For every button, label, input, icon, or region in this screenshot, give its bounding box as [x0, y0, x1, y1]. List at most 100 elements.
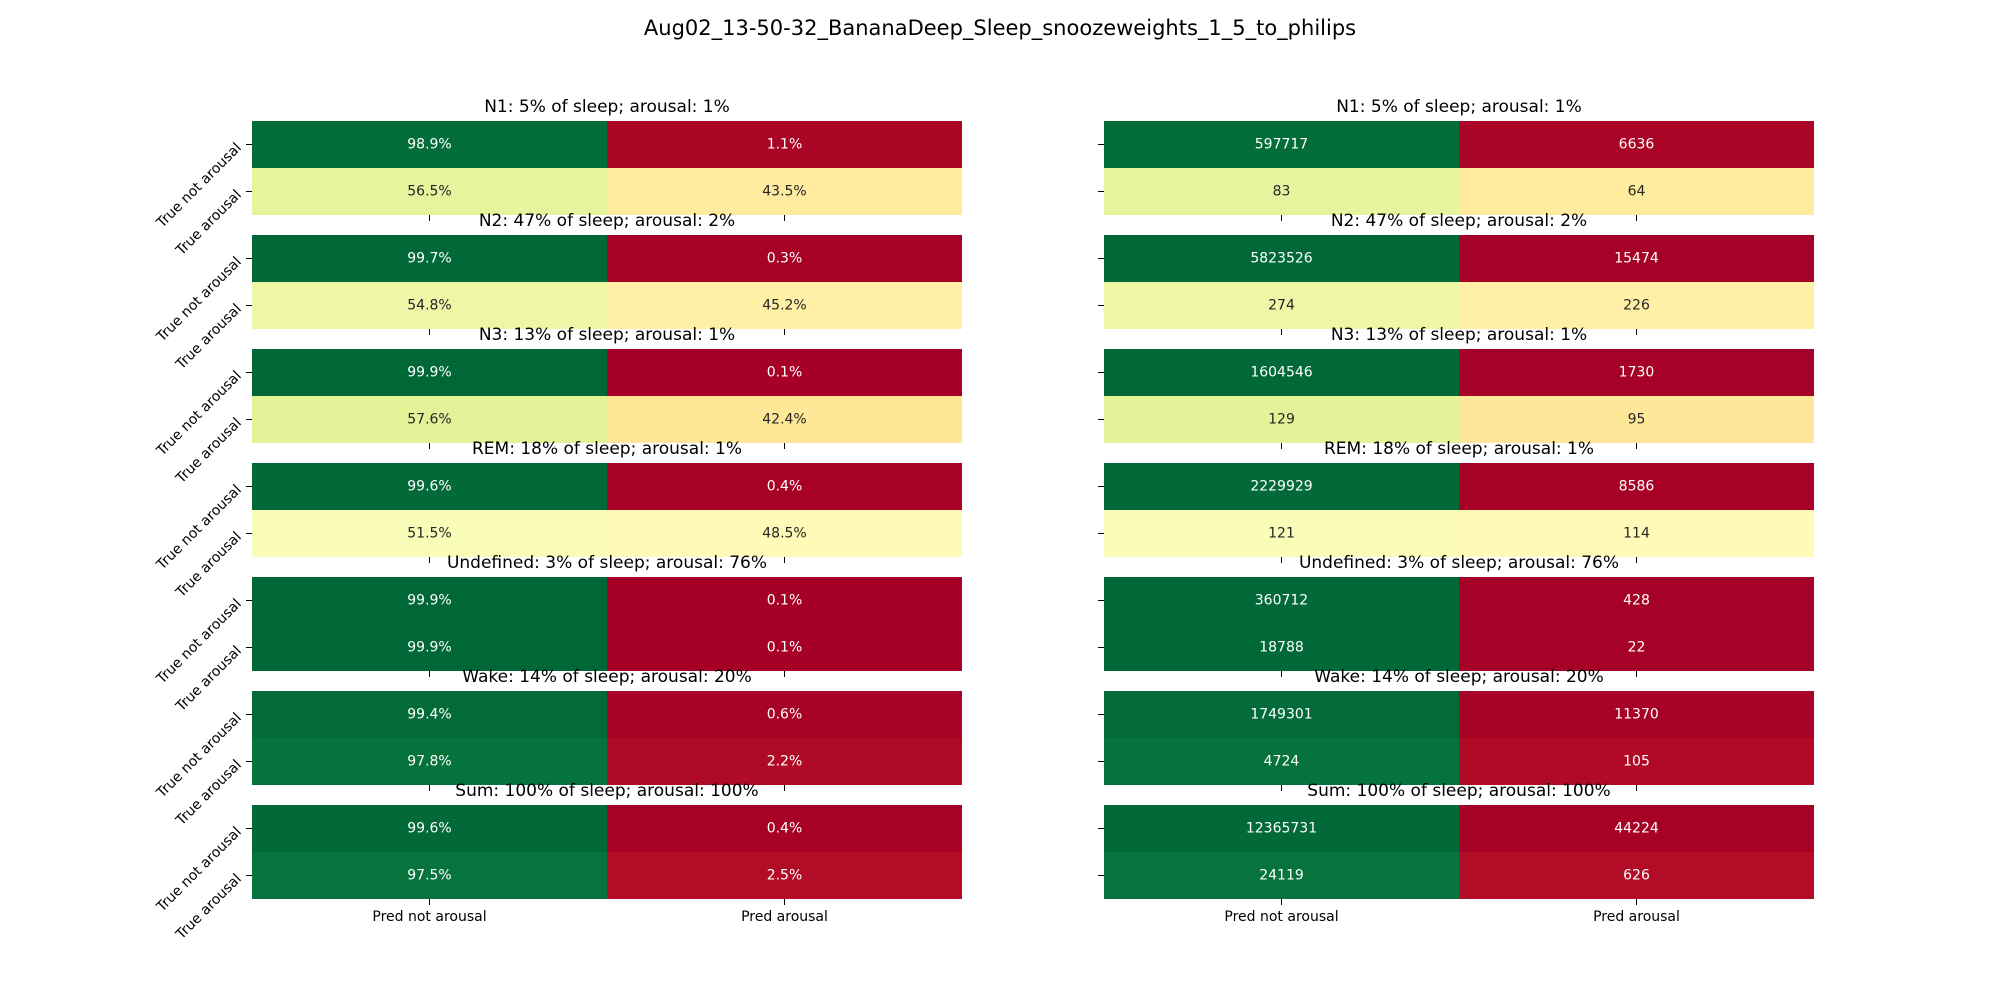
- cell-value-label: 48.5%: [762, 526, 806, 542]
- heatmap-cell: [1104, 396, 1459, 443]
- cell-value-label: 129: [1268, 412, 1295, 428]
- heatmap-cell: [252, 577, 607, 624]
- cell-value-label: 44224: [1614, 821, 1659, 837]
- heatmap-counts-2: 1604546 1730 129 95 N3: 13% of sleep; arousa…: [1098, 325, 1814, 449]
- heatmap-counts-0: 597717 6636 83 64 N1: 5% of sleep; arousal: …: [1098, 97, 1814, 221]
- x-tick-label: Pred arousal: [741, 909, 828, 925]
- cell-value-label: 0.1%: [767, 593, 803, 609]
- cell-value-label: 1604546: [1250, 365, 1312, 381]
- heatmap-cell: [607, 624, 962, 671]
- cell-value-label: 99.6%: [407, 479, 451, 495]
- heatmap-cell: [1459, 235, 1814, 282]
- heatmap-cell: [1459, 168, 1814, 215]
- heatmap-cell: [607, 738, 962, 785]
- cell-value-label: 6636: [1619, 137, 1655, 153]
- cell-value-label: 2.5%: [767, 868, 803, 884]
- cell-value-label: 597717: [1255, 137, 1308, 153]
- cell-value-label: 11370: [1614, 707, 1659, 723]
- heatmap-cell: [607, 349, 962, 396]
- heatmap-cell: [1459, 510, 1814, 557]
- heatmap-cell: [607, 235, 962, 282]
- cell-value-label: 226: [1623, 298, 1650, 314]
- y-tick-label: True not arousal: [153, 482, 245, 574]
- panel-title: Wake: 14% of sleep; arousal: 20%: [1314, 667, 1604, 687]
- cell-value-label: 83: [1273, 184, 1291, 200]
- heatmap-cell: [607, 691, 962, 738]
- cell-value-label: 99.7%: [407, 251, 451, 267]
- panel-title: Sum: 100% of sleep; arousal: 100%: [1307, 781, 1610, 801]
- heatmap-counts-1: 5823526 15474 274 226 N2: 47% of sleep; arou…: [1098, 211, 1814, 335]
- heatmap-cell: [1459, 691, 1814, 738]
- cell-value-label: 105: [1623, 754, 1650, 770]
- cell-value-label: 626: [1623, 868, 1650, 884]
- heatmap-cell: [1459, 396, 1814, 443]
- cell-value-label: 0.6%: [767, 707, 803, 723]
- heatmap-cell: [1104, 624, 1459, 671]
- cell-value-label: 22: [1628, 640, 1646, 656]
- heatmap-cell: [252, 624, 607, 671]
- x-tick-label: Pred not arousal: [1224, 909, 1338, 925]
- cell-value-label: 121: [1268, 526, 1295, 542]
- cell-value-label: 5823526: [1250, 251, 1312, 267]
- cell-value-label: 0.1%: [767, 640, 803, 656]
- cell-value-label: 97.8%: [407, 754, 451, 770]
- y-tick-label: True not arousal: [153, 254, 245, 346]
- heatmap-cell: [252, 805, 607, 852]
- cell-value-label: 42.4%: [762, 412, 806, 428]
- cell-value-label: 56.5%: [407, 184, 451, 200]
- heatmap-cell: [607, 463, 962, 510]
- panel-title: N1: 5% of sleep; arousal: 1%: [1336, 97, 1582, 117]
- cell-value-label: 8586: [1619, 479, 1655, 495]
- cell-value-label: 97.5%: [407, 868, 451, 884]
- cell-value-label: 1730: [1619, 365, 1655, 381]
- cell-value-label: 4724: [1264, 754, 1300, 770]
- x-tick-label: Pred arousal: [1593, 909, 1680, 925]
- cell-value-label: 428: [1623, 593, 1650, 609]
- cell-value-label: 18788: [1259, 640, 1304, 656]
- heatmap-cell: [1459, 282, 1814, 329]
- cell-value-label: 99.9%: [407, 593, 451, 609]
- cell-value-label: 45.2%: [762, 298, 806, 314]
- cell-value-label: 57.6%: [407, 412, 451, 428]
- heatmap-cell: [252, 691, 607, 738]
- panel-title: N2: 47% of sleep; arousal: 2%: [479, 211, 735, 231]
- heatmap-cell: [1104, 282, 1459, 329]
- heatmap-cell: [252, 463, 607, 510]
- panel-title: N2: 47% of sleep; arousal: 2%: [1331, 211, 1587, 231]
- cell-value-label: 12365731: [1246, 821, 1317, 837]
- heatmap-cell: [1104, 510, 1459, 557]
- panel-title: N3: 13% of sleep; arousal: 1%: [1331, 325, 1587, 345]
- heatmap-cell: [607, 510, 962, 557]
- heatmap-cell: [607, 121, 962, 168]
- heatmap-counts-4: 360712 428 18788 22 Undefined: 3% of sleep; …: [1098, 553, 1814, 677]
- heatmap-cell: [1459, 805, 1814, 852]
- heatmap-cell: [1459, 577, 1814, 624]
- heatmap-cell: [1104, 738, 1459, 785]
- heatmap-cell: [1459, 624, 1814, 671]
- cell-value-label: 99.9%: [407, 365, 451, 381]
- heatmap-cell: [1104, 852, 1459, 899]
- heatmap-cell: [252, 396, 607, 443]
- heatmap-cell: [252, 121, 607, 168]
- cell-value-label: 0.4%: [767, 821, 803, 837]
- heatmap-cell: [1104, 349, 1459, 396]
- cell-value-label: 1749301: [1250, 707, 1312, 723]
- heatmap-grid: 98.9% 1.1% 56.5% 43.5% N1: 5% of sleep; arou…: [153, 97, 1814, 943]
- heatmap-counts-3: 2229929 8586 121 114 REM: 18% of sleep; arou…: [1098, 439, 1814, 563]
- cell-value-label: 0.1%: [767, 365, 803, 381]
- heatmap-cell: [607, 577, 962, 624]
- heatmap-cell: [1104, 805, 1459, 852]
- panel-title: REM: 18% of sleep; arousal: 1%: [472, 439, 742, 459]
- cell-value-label: 51.5%: [407, 526, 451, 542]
- heatmap-cell: [1459, 852, 1814, 899]
- cell-value-label: 2229929: [1250, 479, 1312, 495]
- y-tick-label: True not arousal: [153, 824, 245, 916]
- heatmap-cell: [1104, 691, 1459, 738]
- heatmap-cell: [252, 738, 607, 785]
- panel-title: N1: 5% of sleep; arousal: 1%: [484, 97, 730, 117]
- cell-value-label: 1.1%: [767, 137, 803, 153]
- heatmap-cell: [607, 396, 962, 443]
- heatmap-counts-5: 1749301 11370 4724 105 Wake: 14% of sleep; a…: [1098, 667, 1814, 791]
- x-tick-label: Pred not arousal: [372, 909, 486, 925]
